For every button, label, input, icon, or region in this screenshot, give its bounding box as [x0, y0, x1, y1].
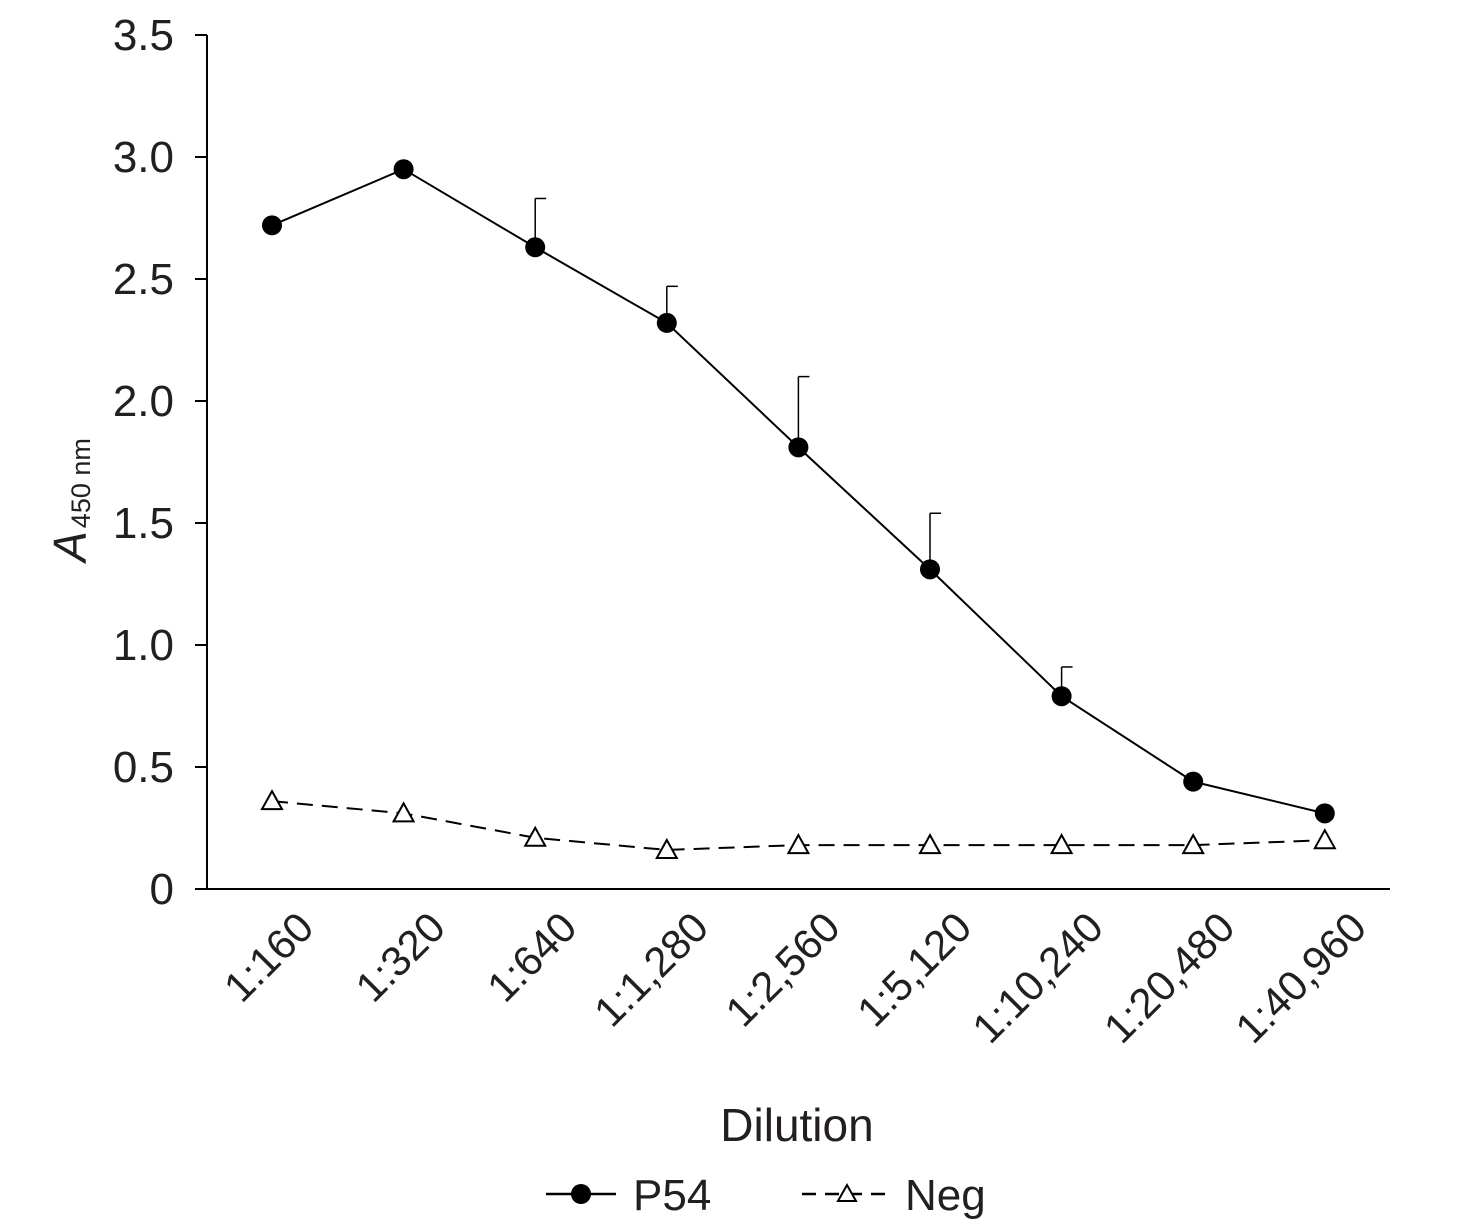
y-tick-label: 0.5	[113, 743, 174, 792]
x-tick-label: 1:2,560	[716, 903, 848, 1035]
series-p54-point	[1183, 771, 1204, 792]
y-tick-label: 3.0	[113, 133, 174, 182]
series-p54-point	[788, 437, 809, 458]
y-tick-label: 2.5	[113, 255, 174, 304]
series-p54-point	[656, 312, 677, 333]
y-axis-title-main: A	[44, 531, 96, 565]
chart-axes	[206, 35, 1390, 890]
x-tick-label: 1:20,480	[1095, 903, 1244, 1052]
y-axis-ticks: 0 0.5 1.0 1.5 2.0 2.5 3.0 3.5	[113, 11, 207, 914]
legend-neg-label: Neg	[905, 1171, 986, 1220]
x-tick-label: 1:1,280	[585, 903, 717, 1035]
y-tick-label: 1.5	[113, 499, 174, 548]
series-p54-line	[271, 168, 1326, 815]
x-axis-ticks: 1:160 1:320 1:640 1:1,280 1:2,560 1:5,1201:10…	[215, 903, 1375, 1052]
legend-neg-marker	[836, 1182, 858, 1202]
legend-item-p54: P54	[546, 1171, 711, 1220]
legend-p54-marker	[571, 1184, 591, 1204]
series-neg-point	[1181, 833, 1205, 855]
y-axis-title-subscript: 450 nm	[66, 438, 96, 528]
legend: P54 Neg	[546, 1171, 986, 1220]
series-neg-point	[523, 825, 547, 847]
series-p54-point	[262, 215, 282, 236]
series-neg-point	[655, 837, 679, 859]
y-tick-label: 3.5	[113, 11, 174, 60]
y-tick-label: 1.0	[113, 621, 174, 670]
series-neg-point	[1313, 828, 1337, 850]
y-axis-title: A450 nm	[44, 438, 96, 565]
x-axis-title: Dilution	[720, 1099, 873, 1151]
series-p54-point	[393, 159, 414, 180]
series-neg-point	[918, 833, 942, 855]
y-tick-label: 2.0	[113, 377, 174, 426]
x-tick-label: 1:5,120	[848, 903, 980, 1035]
y-tick-label: 0	[150, 865, 174, 914]
series-p54-point	[1051, 686, 1072, 707]
x-tick-label: 1:160	[215, 903, 323, 1011]
x-tick-label: 1:640	[478, 903, 586, 1011]
series-p54-point	[920, 559, 940, 580]
chart-series	[260, 159, 1337, 859]
series-neg-point	[260, 789, 284, 811]
x-tick-label: 1:320	[346, 903, 454, 1011]
series-neg-point	[391, 801, 416, 823]
series-neg-point	[786, 833, 811, 855]
series-p54-point	[1314, 803, 1335, 824]
legend-item-neg: Neg	[802, 1171, 986, 1220]
series-p54-point	[525, 237, 546, 258]
x-tick-label: 1:40,960	[1226, 903, 1375, 1052]
x-tick-label: 1:10,240	[963, 903, 1112, 1052]
series-neg-point	[1049, 833, 1074, 855]
legend-p54-label: P54	[633, 1171, 711, 1220]
